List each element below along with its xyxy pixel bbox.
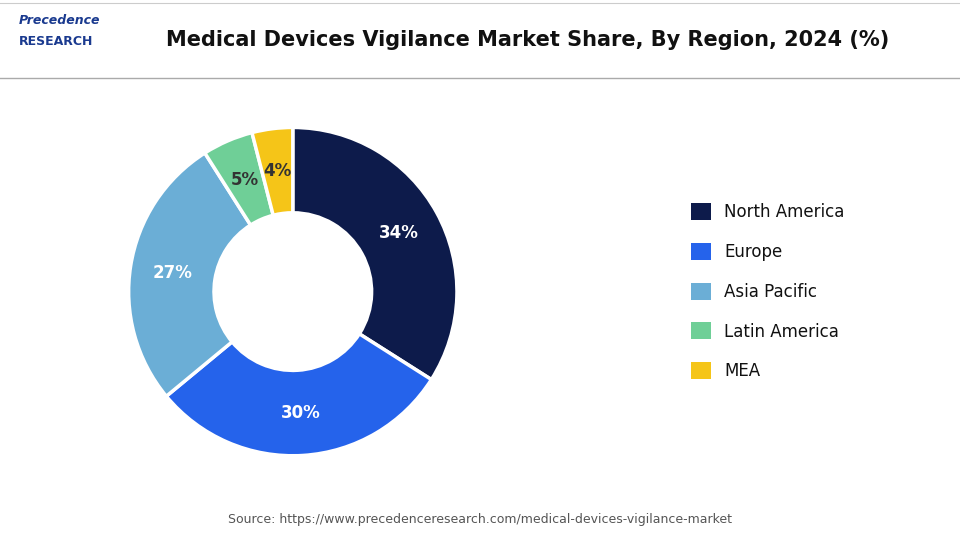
Text: 30%: 30% bbox=[280, 404, 321, 422]
Wedge shape bbox=[129, 153, 251, 396]
Text: 4%: 4% bbox=[263, 162, 292, 180]
Wedge shape bbox=[252, 127, 293, 215]
Wedge shape bbox=[293, 127, 457, 380]
Text: Source: https://www.precedenceresearch.com/medical-devices-vigilance-market: Source: https://www.precedenceresearch.c… bbox=[228, 514, 732, 526]
Text: 5%: 5% bbox=[230, 171, 258, 189]
Text: RESEARCH: RESEARCH bbox=[19, 35, 93, 48]
Legend: North America, Europe, Asia Pacific, Latin America, MEA: North America, Europe, Asia Pacific, Lat… bbox=[684, 196, 852, 387]
Wedge shape bbox=[204, 133, 274, 225]
Wedge shape bbox=[166, 334, 431, 456]
Text: Medical Devices Vigilance Market Share, By Region, 2024 (%): Medical Devices Vigilance Market Share, … bbox=[166, 30, 890, 51]
Text: 34%: 34% bbox=[379, 224, 420, 242]
Text: 27%: 27% bbox=[153, 264, 193, 281]
Text: Precedence: Precedence bbox=[19, 14, 101, 26]
